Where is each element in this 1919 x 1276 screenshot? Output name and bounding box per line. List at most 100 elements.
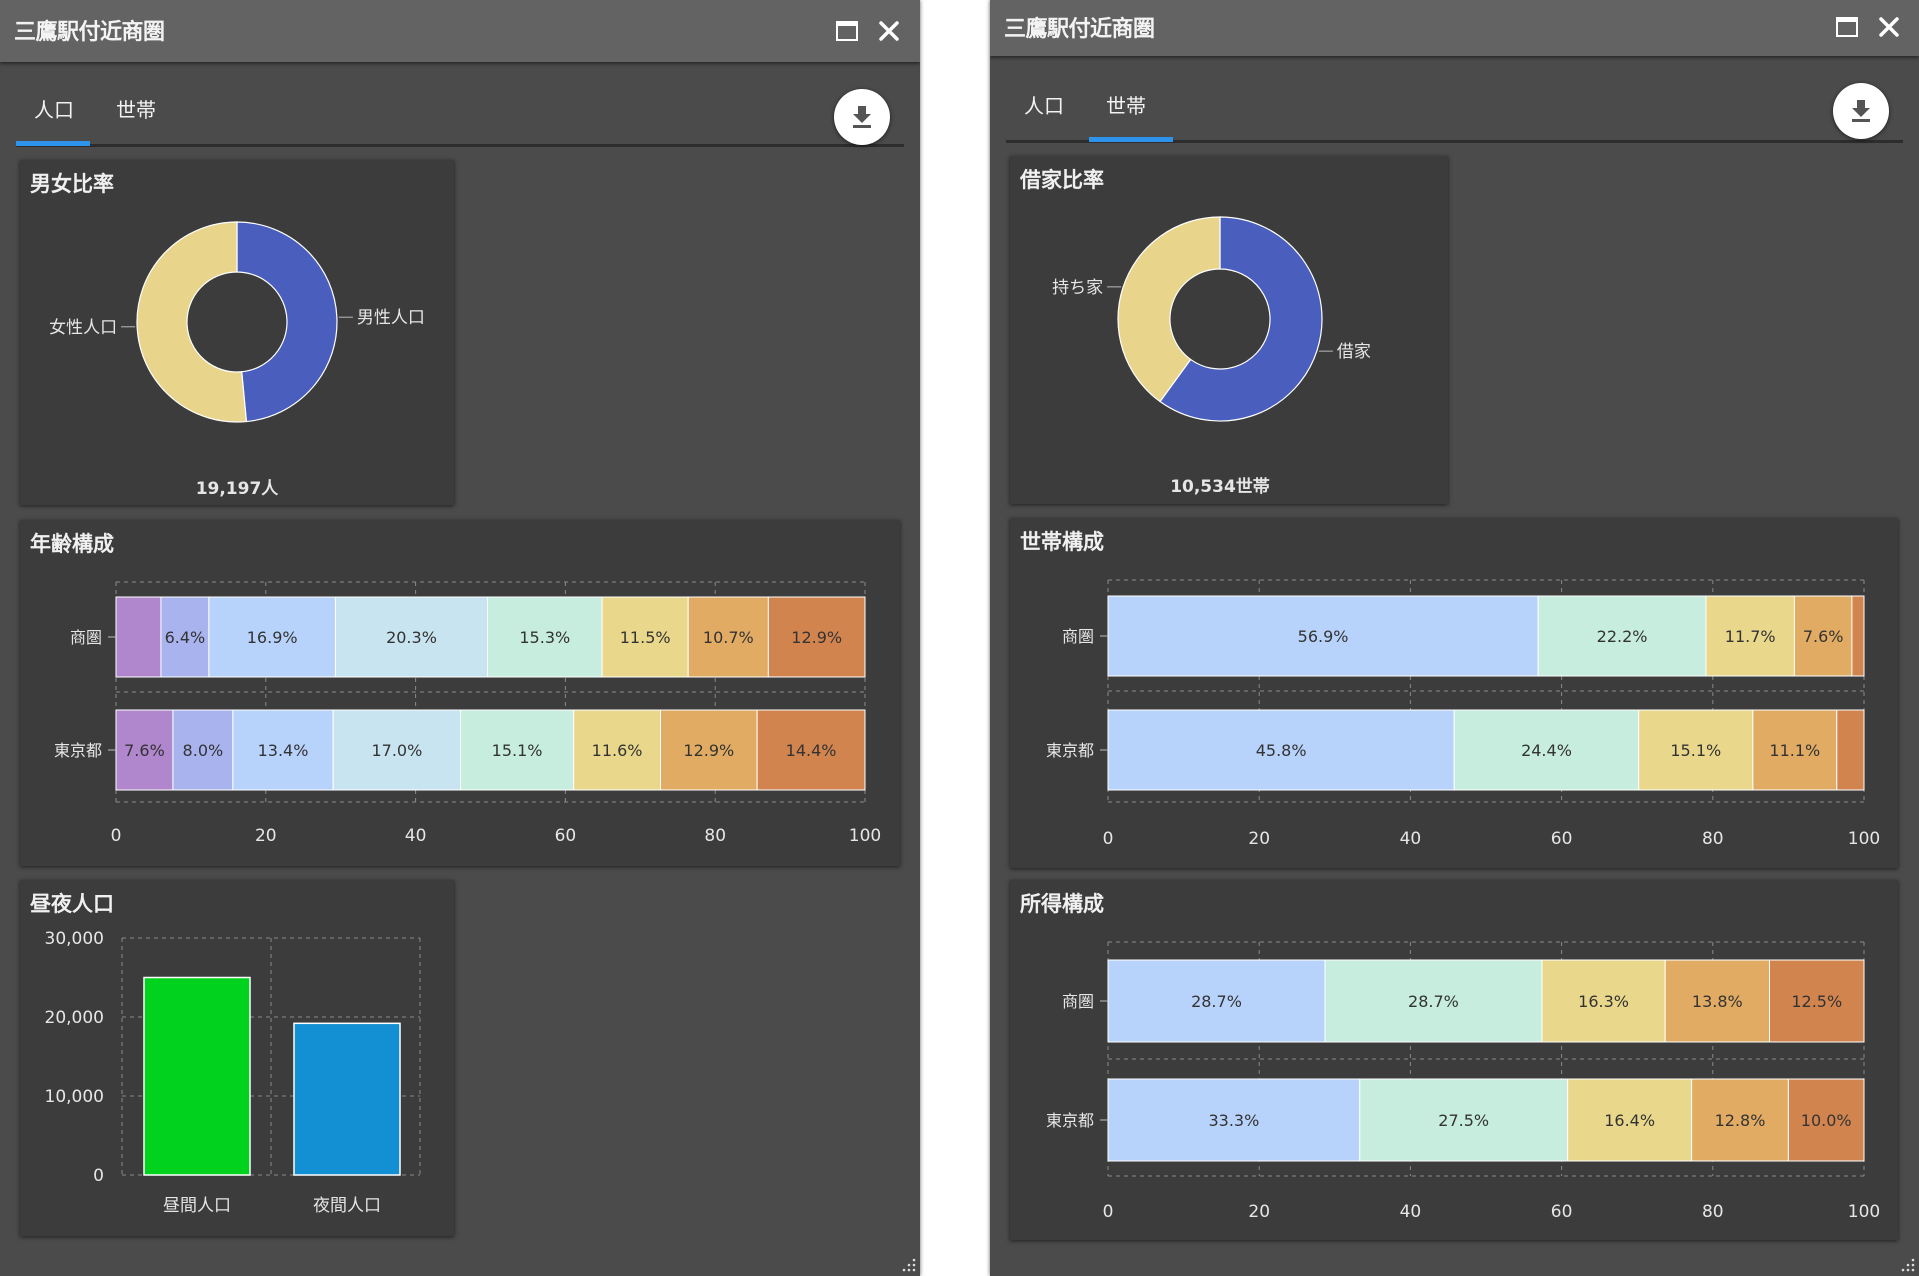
maximize-button[interactable] [1832, 12, 1862, 42]
bar-value-label: 7.6% [124, 741, 165, 760]
bar-value-label: 16.3% [1578, 992, 1629, 1011]
bar-value-label: 20.3% [386, 628, 437, 647]
slice-label: 持ち家 [1052, 278, 1103, 298]
title-bar: 三鷹駅付近商圏 [990, 0, 1919, 56]
bar [143, 976, 251, 1176]
y-tick-label: 10,000 [45, 1087, 104, 1107]
donut-slice [1117, 216, 1221, 403]
x-tick-label: 0 [111, 826, 122, 846]
category-label: 東京都 [54, 741, 102, 760]
bar-segment [756, 709, 866, 791]
bar-value-label: 27.5% [1438, 1111, 1489, 1130]
maximize-icon [836, 21, 858, 41]
tab-households[interactable]: 世帯 [1106, 94, 1146, 118]
bar-segment [1359, 1078, 1569, 1162]
card-title: 昼夜人口 [30, 892, 114, 916]
bar-segment [1769, 959, 1865, 1043]
bar-value-label: 15.1% [492, 741, 543, 760]
left-panel: 三鷹駅付近商圏 人口 世帯 男女比率 男性人口 女性人口 19,197人 年齢構成 … [0, 0, 920, 1276]
bar-value-label: 11.6% [592, 741, 643, 760]
day-night-population-card: 昼夜人口 0 10,000 20,000 30,000 昼間人口 夜間人口 [20, 880, 454, 1236]
slice-label: 女性人口 [49, 318, 117, 338]
card-title: 借家比率 [1020, 168, 1104, 192]
bar-value-label: 28.7% [1408, 992, 1459, 1011]
donut-slice [236, 221, 338, 423]
bar-segment [601, 596, 689, 678]
bar-segment [687, 596, 769, 678]
card-title: 男女比率 [30, 172, 114, 196]
card-title: 年齢構成 [30, 532, 114, 556]
bar-value-label: 16.9% [247, 628, 298, 647]
x-tick-label: 40 [405, 826, 427, 846]
bar-value-label: 10.0% [1801, 1111, 1852, 1130]
close-button[interactable] [874, 16, 904, 46]
x-tick-label: 80 [1702, 1202, 1724, 1222]
tab-population[interactable]: 人口 [34, 98, 74, 122]
bar-segment [1851, 595, 1865, 677]
slice-label: 男性人口 [357, 308, 425, 328]
category-label: 商圏 [1062, 627, 1094, 646]
bar-value-label: 13.4% [258, 741, 309, 760]
y-tick-label: 30,000 [45, 929, 104, 949]
rental-donut-chart: 借家 持ち家 10,534世帯 [1052, 216, 1371, 497]
bar-value-label: 14.4% [786, 741, 837, 760]
bar-value-label: 56.9% [1298, 627, 1349, 646]
bar-value-label: 11.7% [1725, 627, 1776, 646]
x-category-label: 夜間人口 [313, 1196, 381, 1216]
income-composition-card: 所得構成 0 20 40 60 80 100 28.7% 28.7% 16.3% 13.8% 12.… [1010, 880, 1898, 1240]
tab-population[interactable]: 人口 [1024, 94, 1064, 118]
category-label: 商圏 [70, 628, 102, 647]
age-composition-card: 年齢構成 0 20 40 60 80 100 6.4% 16.9% 20.3% 15.3% 11.5… [20, 520, 900, 866]
income-stacked-bar-chart: 0 20 40 60 80 100 28.7% 28.7% 16.3% 13.8% 12.5% 商圏 3… [1046, 941, 1880, 1222]
bar-segment [767, 596, 866, 678]
bar-segment [1537, 595, 1707, 677]
x-tick-label: 0 [1103, 829, 1114, 849]
y-tick-label: 0 [93, 1166, 104, 1186]
download-icon [853, 106, 871, 128]
tabs-divider [1006, 140, 1903, 143]
close-icon [1879, 17, 1899, 37]
bar-value-label: 16.4% [1604, 1111, 1655, 1130]
bar-segment [1638, 709, 1754, 791]
bar-segment [487, 596, 603, 678]
household-stacked-bar-chart: 0 20 40 60 80 100 56.9% 22.2% 11.7% 7.6% 商圏 45.8% 24… [1046, 579, 1880, 849]
x-tick-label: 100 [1848, 1202, 1880, 1222]
x-tick-label: 20 [255, 826, 277, 846]
bar-segment [660, 709, 758, 791]
download-icon [1852, 100, 1870, 122]
maximize-button[interactable] [832, 16, 862, 46]
bar-segment [1107, 709, 1455, 791]
close-button[interactable] [1874, 12, 1904, 42]
category-label: 商圏 [1062, 992, 1094, 1011]
bar-segment [172, 709, 234, 791]
x-tick-label: 20 [1248, 1202, 1270, 1222]
window-title: 三鷹駅付近商圏 [1004, 17, 1155, 42]
rental-ratio-card: 借家比率 借家 持ち家 10,534世帯 [1010, 156, 1448, 504]
bar-value-label: 12.9% [791, 628, 842, 647]
download-button[interactable] [834, 89, 890, 145]
card-title: 世帯構成 [1020, 530, 1104, 554]
bar-value-label: 15.3% [519, 628, 570, 647]
bar-value-label: 12.9% [683, 741, 734, 760]
x-tick-label: 100 [849, 826, 881, 846]
active-tab-indicator [16, 141, 90, 146]
card-title: 所得構成 [1020, 892, 1104, 916]
download-button[interactable] [1833, 83, 1889, 139]
resize-handle-icon[interactable] [1901, 1258, 1915, 1272]
x-tick-label: 20 [1248, 829, 1270, 849]
bar-value-label: 28.7% [1191, 992, 1242, 1011]
resize-handle-icon[interactable] [902, 1258, 916, 1272]
tabs-divider [16, 144, 904, 147]
bar-value-label: 8.0% [183, 741, 224, 760]
bar-segment [1107, 1078, 1361, 1162]
gender-ratio-card: 男女比率 男性人口 女性人口 19,197人 [20, 160, 454, 505]
x-tick-label: 100 [1848, 829, 1880, 849]
bar-segment [115, 596, 162, 678]
x-tick-label: 80 [704, 826, 726, 846]
bar-segment [1453, 709, 1640, 791]
donut-slice [1159, 216, 1323, 422]
bar-value-label: 12.5% [1791, 992, 1842, 1011]
tab-households[interactable]: 世帯 [116, 98, 156, 122]
bar-value-label: 45.8% [1256, 741, 1307, 760]
